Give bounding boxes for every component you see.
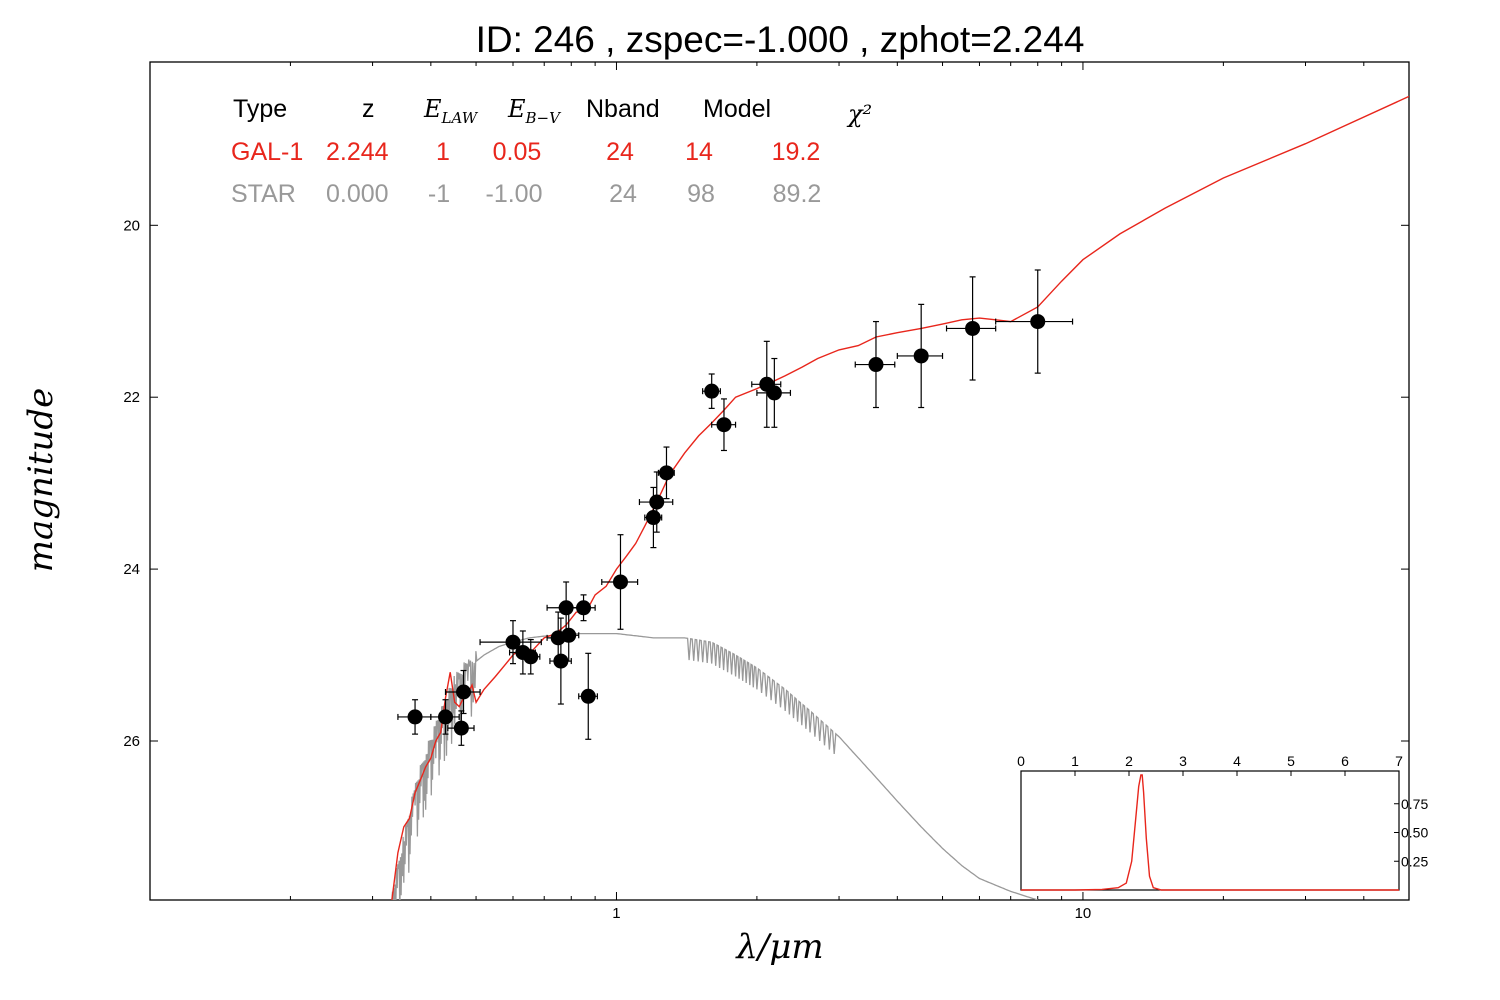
y-tick-label: 24 (123, 561, 140, 578)
photometry-point (437, 709, 453, 725)
inset-frame (1020, 770, 1400, 891)
inset-x-tick-label: 1 (1071, 753, 1079, 769)
x-tick-label: 1 (612, 905, 620, 922)
y-tick-label: 22 (123, 389, 140, 406)
model-curves (391, 95, 1409, 900)
inset-x-tick-label: 7 (1395, 753, 1403, 769)
inset-x-tick-label: 6 (1341, 753, 1349, 769)
row-gal-law: 1 (436, 138, 450, 166)
x-tick-label: 10 (1075, 905, 1092, 922)
photometry-point (523, 649, 539, 665)
photometry-point (456, 684, 472, 700)
galaxy-model-curve (391, 95, 1409, 900)
row-gal-nband: 24 (606, 138, 634, 166)
inset-y-tick-label: 0.50 (1401, 825, 1428, 841)
inset-x-tick-label: 5 (1287, 753, 1295, 769)
row-star-model: 98 (687, 180, 715, 208)
star-model-curve (391, 632, 1038, 900)
table-header-z: z (362, 95, 375, 123)
photometry-point (553, 653, 569, 669)
chart-title: ID: 246 , zspec=-1.000 , zphot=2.244 (476, 19, 1085, 60)
y-tick-label: 26 (123, 733, 140, 750)
photometry-point (716, 417, 732, 433)
table-header-elaw: ELAW (423, 95, 479, 127)
table-header-model: Model (703, 95, 771, 123)
photometry-point (558, 600, 574, 616)
inset-x-tick-label: 3 (1179, 753, 1187, 769)
photometry-point (561, 627, 577, 643)
row-gal-type: GAL-1 (231, 138, 303, 166)
photometry-point (1030, 314, 1046, 330)
photometry-point (407, 709, 423, 725)
photometry-point (766, 385, 782, 401)
photometry-point (505, 634, 521, 650)
table-header-ebv: EB−V (507, 95, 562, 127)
inset-x-tick-label: 0 (1017, 753, 1025, 769)
plot-frame (149, 61, 1410, 901)
fit-table: Type z ELAW EB−V Nband Model χ² GAL-1 2.… (231, 95, 872, 208)
photometry-point (580, 688, 596, 704)
row-star-law: -1 (428, 180, 450, 208)
photometry-point (704, 383, 720, 399)
photometry-point (649, 494, 665, 510)
row-gal-ebv: 0.05 (493, 138, 542, 166)
photometry-point (645, 510, 661, 526)
inset-y-tick-label: 0.25 (1401, 853, 1428, 869)
inset-x-tick-label: 2 (1125, 753, 1133, 769)
row-star-nband: 24 (609, 180, 637, 208)
row-star-z: 0.000 (326, 180, 389, 208)
photometry-point (658, 465, 674, 481)
y-axis-label: magnitude (21, 388, 61, 573)
inset-x-tick-label: 4 (1233, 753, 1241, 769)
photometry-point (965, 320, 981, 336)
photometry-point (868, 357, 884, 373)
row-star-chi2: 89.2 (773, 180, 822, 208)
table-header-type: Type (233, 95, 287, 123)
photometry-point (612, 574, 628, 590)
photometry-point (913, 348, 929, 364)
table-header-chi2: χ² (846, 100, 872, 128)
row-star-type: STAR (231, 180, 296, 208)
table-header-nband: Nband (586, 95, 660, 123)
inset-pdf-curve (1021, 774, 1399, 891)
row-gal-chi2: 19.2 (772, 138, 821, 166)
inset-pdf-plot: 0 1 2 3 4 5 6 7 0.25 0.50 0.75 (1017, 753, 1428, 891)
row-gal-z: 2.244 (326, 138, 389, 166)
x-axis-label: λ/μm (734, 927, 823, 967)
inset-y-tick-label: 0.75 (1401, 796, 1428, 812)
photometry-point (576, 600, 592, 616)
row-gal-model: 14 (685, 138, 713, 166)
photometry-point (453, 720, 469, 736)
row-star-ebv: -1.00 (486, 180, 543, 208)
y-tick-label: 20 (123, 217, 140, 234)
